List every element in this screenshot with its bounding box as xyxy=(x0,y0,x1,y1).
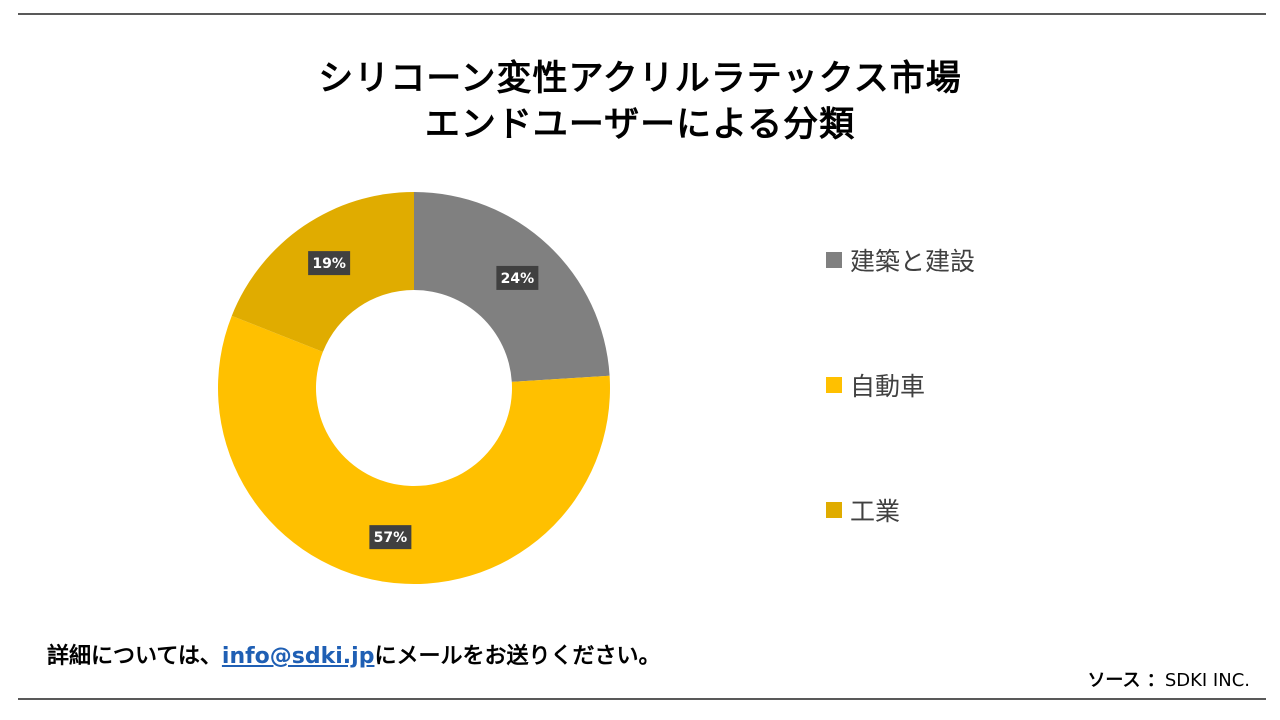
legend-item-3: 工業 xyxy=(826,490,900,530)
data-label-text-2: 57% xyxy=(374,530,408,546)
legend-item-2: 自動車 xyxy=(826,365,925,405)
data-label-1: 24% xyxy=(496,265,539,290)
contact-note-prefix: 詳細については、 xyxy=(47,644,222,669)
top-rule xyxy=(18,13,1266,15)
legend-swatch-2 xyxy=(826,377,842,393)
legend-swatch-3 xyxy=(826,502,842,518)
data-label-3: 19% xyxy=(308,251,351,276)
data-label-box-1 xyxy=(496,265,539,290)
data-label-2: 57% xyxy=(369,525,412,550)
source-credit: ソース ：SDKI INC. xyxy=(1087,666,1250,692)
data-label-text-1: 24% xyxy=(501,271,535,287)
data-label-box-2 xyxy=(369,525,412,550)
data-label-box-3 xyxy=(308,251,351,276)
chart-title-line-2: エンドユーザーによる分類 xyxy=(424,105,856,145)
contact-note: 詳細については、info@sdki.jpにメールをお送りください。 xyxy=(47,638,660,670)
chart-title-line-1: シリコーン変性アクリルラテックス市場 xyxy=(318,59,962,99)
legend-label-1: 建築と建設 xyxy=(850,247,976,276)
legend-label-3: 工業 xyxy=(850,497,901,526)
contact-note-suffix: にメールをお送りください。 xyxy=(374,644,661,669)
source-label: ソース ： xyxy=(1087,670,1165,691)
donut-slice-2 xyxy=(217,315,610,585)
legend-swatch-1 xyxy=(826,252,842,268)
contact-email-link[interactable]: info@sdki.jp xyxy=(221,644,375,669)
bottom-rule xyxy=(18,698,1266,700)
source-value: SDKI INC. xyxy=(1164,670,1250,691)
legend-label-2: 自動車 xyxy=(850,372,926,401)
chart-title: シリコーン変性アクリルラテックス市場 エンドユーザーによる分類 xyxy=(0,56,1280,148)
data-label-text-3: 19% xyxy=(312,256,346,272)
legend-item-1: 建築と建設 xyxy=(826,240,975,280)
